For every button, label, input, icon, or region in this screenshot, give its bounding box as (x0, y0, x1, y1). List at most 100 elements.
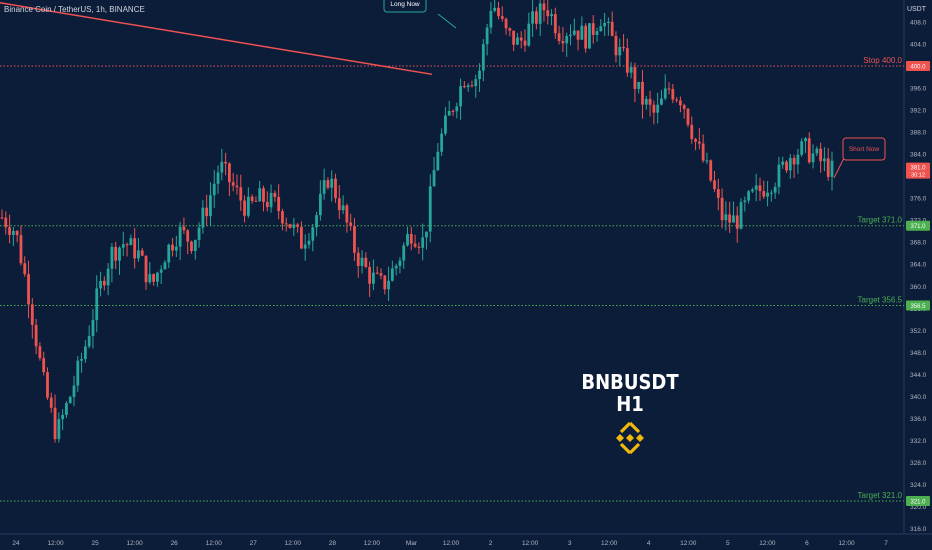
candle-body (743, 200, 747, 203)
candle-body (489, 10, 493, 28)
x-tick-label: 12:00 (759, 540, 776, 547)
candle-body (288, 224, 292, 228)
candle-body (284, 223, 288, 225)
candle-body (811, 153, 815, 163)
candle-body (618, 46, 622, 56)
candle-body (633, 67, 637, 89)
candle-body (804, 138, 807, 142)
candle-body (148, 274, 152, 283)
countdown-label: 30:12 (911, 173, 925, 179)
y-tick-label: 376.0 (910, 196, 927, 203)
candle-body (569, 34, 572, 37)
y-tick-label: 388.0 (910, 130, 927, 137)
candle-body (807, 138, 811, 163)
x-tick-label: 26 (171, 540, 179, 547)
candle-body (788, 157, 792, 171)
candle-body (527, 23, 531, 46)
candle-body (508, 28, 512, 31)
level-price-tag-label: 321.0 (910, 499, 926, 505)
timeframe-label: H1 (616, 392, 644, 416)
level-price-tag (906, 495, 930, 506)
candle-body (102, 280, 106, 286)
candle-body (523, 40, 527, 46)
candle-body (265, 201, 269, 208)
candle-body (466, 85, 470, 88)
x-tick-label: 2 (489, 540, 493, 547)
candle-body (110, 246, 114, 269)
candle-body (87, 336, 91, 347)
candle-body (227, 163, 231, 183)
x-tick-label: 6 (805, 540, 809, 547)
candle-body (394, 265, 398, 269)
candle-body (553, 14, 557, 34)
candle-body (205, 207, 209, 217)
candle-body (796, 154, 800, 165)
candle-body (546, 10, 550, 17)
candle-body (80, 359, 83, 361)
candle-body (315, 215, 318, 228)
candle-body (42, 358, 46, 373)
x-tick-label: 24 (12, 540, 20, 547)
candle-body (580, 25, 584, 40)
candle-body (830, 160, 834, 177)
candle-body (303, 244, 307, 249)
level-price-tag (906, 220, 930, 231)
candle-body (360, 257, 364, 266)
candle-body (432, 170, 436, 187)
candle-body (531, 11, 534, 24)
level-price-tag-label: 371.0 (910, 224, 926, 230)
candle-body (421, 237, 425, 248)
level-price-tag-label: 356.5 (910, 304, 926, 310)
candle-body (364, 257, 368, 267)
x-tick-label: 12:00 (443, 540, 460, 547)
x-tick-label: 12:00 (364, 540, 381, 547)
candle-body (428, 186, 432, 232)
candle-body (500, 16, 504, 19)
y-tick-label: 360.0 (910, 284, 927, 291)
y-tick-label: 328.0 (910, 460, 927, 467)
candle-body (258, 188, 262, 202)
candle-body (462, 86, 466, 88)
candle-body (353, 226, 356, 253)
x-tick-label: 12:00 (522, 540, 539, 547)
candle-body (595, 31, 599, 35)
y-tick-label: 336.0 (910, 416, 927, 423)
candle-body (106, 268, 110, 286)
candle-body (402, 245, 406, 261)
candle-body (220, 161, 224, 173)
candle-body (682, 105, 686, 109)
candle-body (576, 30, 580, 40)
candle-body (383, 275, 387, 290)
candle-body (652, 104, 656, 113)
candle-body (588, 23, 591, 49)
x-tick-label: 12:00 (680, 540, 697, 547)
candle-body (644, 98, 648, 105)
candle-body (390, 268, 394, 281)
candle-body (311, 227, 315, 241)
candle-body (504, 18, 508, 29)
candle-body (144, 255, 148, 283)
candle-body (754, 185, 758, 190)
candle-body (599, 26, 603, 32)
candle-body (216, 172, 220, 184)
candle-body (356, 252, 360, 266)
candle-body (292, 224, 296, 228)
candle-body (557, 33, 561, 41)
y-tick-label: 408.0 (910, 20, 927, 27)
candle-body (277, 196, 281, 212)
candle-body (728, 214, 732, 223)
candle-body (584, 25, 588, 49)
candle-body (781, 161, 785, 165)
candle-body (379, 273, 383, 276)
candle-body (516, 37, 519, 45)
candle-body (209, 195, 212, 217)
candle-body (23, 263, 27, 275)
candle-body (337, 198, 341, 211)
short-now-callout (842, 137, 886, 161)
candle-body (773, 186, 777, 193)
candle-body (224, 161, 228, 164)
level-price-tag-label: 400.0 (910, 65, 926, 71)
candle-body (53, 407, 57, 440)
